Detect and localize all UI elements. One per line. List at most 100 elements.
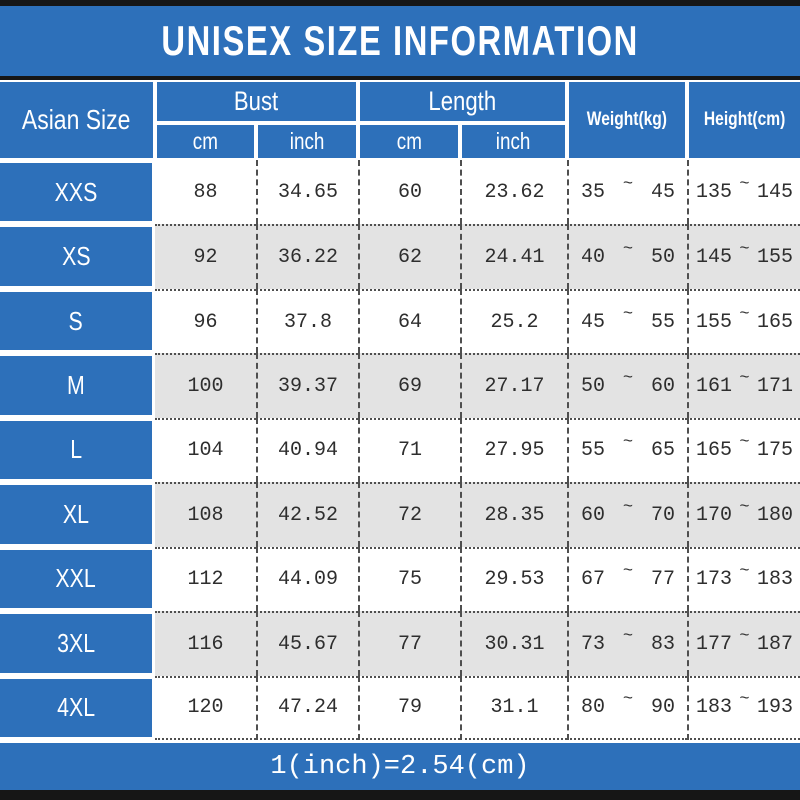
tilde-separator: ~ — [739, 174, 750, 194]
bust-inch-cell: 45.67 — [256, 611, 358, 676]
tilde-separator: ~ — [622, 240, 634, 260]
table-row: XXL 112 44.09 75 29.53 67 ~ 77 173 ~ 183 — [0, 546, 800, 612]
weight-max: 83 — [650, 632, 675, 656]
weight-min: 60 — [581, 503, 606, 527]
length-inch-cell: 25.2 — [460, 288, 567, 354]
footer-inner: 1(inch)=2.54(cm) — [0, 743, 800, 790]
height-min: 170 — [696, 503, 733, 527]
header-bust-inch-label: inch — [289, 128, 325, 154]
height-min: 177 — [696, 632, 733, 656]
bust-inch-cell: 47.24 — [256, 675, 358, 740]
header-bust-cm: cm — [155, 123, 256, 160]
bust-cm-cell: 120 — [155, 675, 256, 740]
bust-inch-cell: 39.37 — [256, 353, 358, 418]
length-cm-cell: 75 — [358, 546, 460, 612]
header-bust-cm-label: cm — [192, 128, 219, 154]
size-cell: XS — [0, 224, 155, 289]
weight-max: 60 — [650, 375, 675, 399]
length-inch-cell: 24.41 — [460, 224, 567, 289]
height-min: 183 — [696, 696, 733, 720]
height-min: 155 — [696, 310, 733, 334]
bust-inch-cell: 42.52 — [256, 482, 358, 547]
table-row: 4XL 120 47.24 79 31.1 80 ~ 90 183 ~ 193 — [0, 675, 800, 740]
weight-range-cell: 35 ~ 45 — [567, 160, 687, 225]
page-title: UNISEX SIZE INFORMATION — [161, 17, 639, 64]
tilde-separator: ~ — [739, 433, 750, 453]
tilde-separator: ~ — [622, 174, 634, 194]
length-cm-cell: 69 — [358, 353, 460, 418]
table-row: L 104 40.94 71 27.95 55 ~ 65 165 ~ 175 — [0, 417, 800, 483]
tilde-separator: ~ — [622, 497, 634, 517]
length-cm-cell: 79 — [358, 675, 460, 740]
length-cm-cell: 62 — [358, 224, 460, 289]
tilde-separator: ~ — [739, 497, 750, 517]
bust-inch-cell: 34.65 — [256, 160, 358, 225]
table-row: M 100 39.37 69 27.17 50 ~ 60 161 ~ 171 — [0, 353, 800, 418]
weight-max: 45 — [650, 180, 675, 204]
size-cell: XL — [0, 482, 155, 547]
height-max: 165 — [756, 310, 793, 334]
length-cm-cell: 64 — [358, 288, 460, 354]
weight-range-cell: 80 ~ 90 — [567, 675, 687, 740]
size-label: L — [70, 434, 82, 465]
top-black-bar — [0, 0, 800, 6]
height-max: 193 — [756, 696, 793, 720]
header-weight-label: Weight(kg) — [586, 109, 668, 130]
bust-cm-cell: 100 — [155, 353, 256, 418]
header-length-cm: cm — [358, 123, 460, 160]
header-weight: Weight(kg) — [567, 80, 687, 160]
weight-min: 55 — [581, 439, 606, 463]
height-max: 145 — [756, 180, 793, 204]
table-row: XL 108 42.52 72 28.35 60 ~ 70 170 ~ 180 — [0, 482, 800, 547]
tilde-separator: ~ — [622, 562, 634, 582]
weight-range-cell: 45 ~ 55 — [567, 288, 687, 354]
bottom-black-bar — [0, 790, 800, 800]
weight-max: 70 — [650, 503, 675, 527]
bust-cm-cell: 112 — [155, 546, 256, 612]
tilde-separator: ~ — [739, 369, 750, 389]
length-cm-cell: 60 — [358, 160, 460, 225]
tilde-separator: ~ — [739, 562, 750, 582]
weight-range-cell: 40 ~ 50 — [567, 224, 687, 289]
weight-max: 90 — [650, 696, 675, 720]
length-inch-cell: 23.62 — [460, 160, 567, 225]
height-range-cell: 155 ~ 165 — [687, 288, 800, 354]
size-label: XXL — [55, 563, 97, 594]
length-inch-cell: 29.53 — [460, 546, 567, 612]
bust-cm-cell: 116 — [155, 611, 256, 676]
header-length-label: Length — [428, 86, 497, 116]
weight-max: 77 — [650, 568, 675, 592]
height-range-cell: 145 ~ 155 — [687, 224, 800, 289]
weight-min: 35 — [581, 180, 606, 204]
header-height: Height(cm) — [687, 80, 800, 160]
header-bust: Bust — [155, 80, 358, 123]
tilde-separator: ~ — [739, 690, 750, 710]
header-asian-size: Asian Size — [0, 80, 155, 160]
size-cell: L — [0, 417, 155, 483]
size-label: 4XL — [57, 692, 95, 723]
length-inch-cell: 27.95 — [460, 417, 567, 483]
bust-cm-cell: 96 — [155, 288, 256, 354]
table-body: XXS 88 34.65 60 23.62 35 ~ 45 135 ~ 145 … — [0, 160, 800, 740]
tilde-separator: ~ — [622, 304, 634, 324]
table-header: Asian Size Bust Length Weight(kg) Height… — [0, 80, 800, 160]
table-row: S 96 37.8 64 25.2 45 ~ 55 155 ~ 165 — [0, 288, 800, 354]
size-cell: 3XL — [0, 611, 155, 676]
length-cm-cell: 72 — [358, 482, 460, 547]
weight-min: 73 — [581, 632, 606, 656]
header-bust-inch: inch — [256, 123, 358, 160]
tilde-separator: ~ — [739, 240, 750, 260]
tilde-separator: ~ — [739, 304, 750, 324]
weight-min: 80 — [581, 696, 606, 720]
size-cell: 4XL — [0, 675, 155, 740]
length-inch-cell: 30.31 — [460, 611, 567, 676]
height-range-cell: 170 ~ 180 — [687, 482, 800, 547]
weight-min: 40 — [581, 246, 606, 270]
table-row: XXS 88 34.65 60 23.62 35 ~ 45 135 ~ 145 — [0, 160, 800, 225]
bust-cm-cell: 88 — [155, 160, 256, 225]
weight-min: 50 — [581, 375, 606, 399]
bust-cm-cell: 92 — [155, 224, 256, 289]
length-cm-cell: 77 — [358, 611, 460, 676]
bust-cm-cell: 108 — [155, 482, 256, 547]
header-length-inch-label: inch — [496, 128, 531, 154]
